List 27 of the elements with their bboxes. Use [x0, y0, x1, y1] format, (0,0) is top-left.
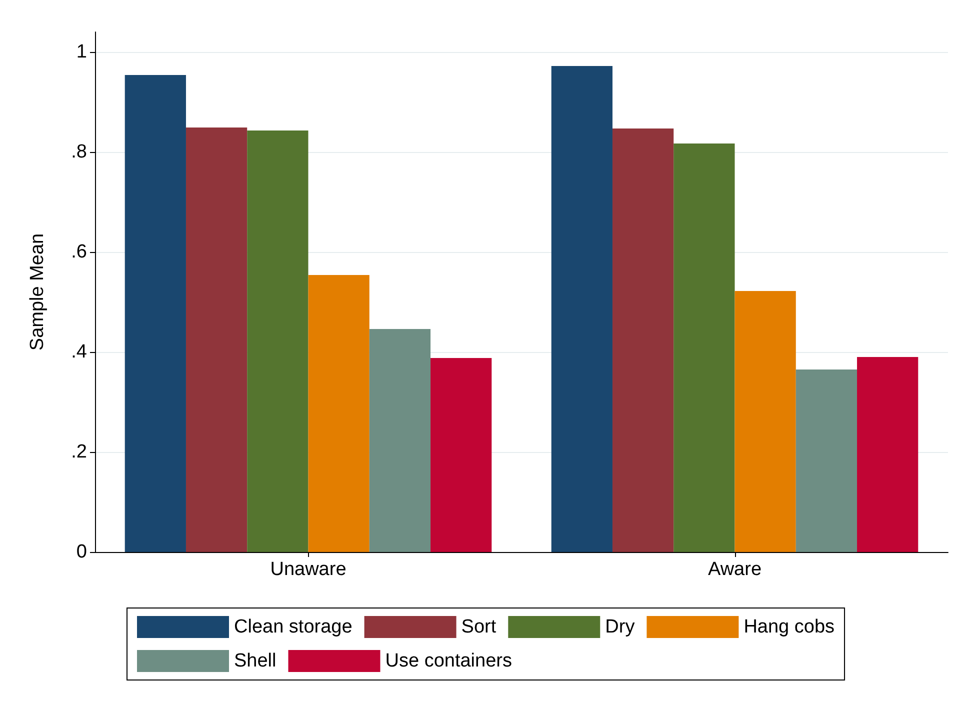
bar — [612, 128, 674, 552]
y-tick-label: .6 — [71, 242, 87, 262]
bar — [674, 144, 735, 552]
legend-label: Sort — [461, 616, 497, 638]
y-tick-label: 0 — [76, 542, 87, 562]
bar — [247, 130, 308, 552]
bar — [551, 66, 612, 552]
bar — [857, 357, 918, 552]
bar — [369, 329, 431, 552]
y-tick-label: .8 — [71, 142, 87, 162]
bar — [796, 370, 858, 552]
bar — [430, 358, 492, 552]
bar — [186, 128, 248, 552]
x-tick-label: Unaware — [270, 559, 346, 580]
y-axis-title: Sample Mean — [27, 233, 48, 351]
legend-label: Dry — [605, 616, 636, 638]
bar — [734, 291, 796, 552]
legend-label: Hang cobs — [744, 616, 835, 638]
legend-label: Shell — [234, 650, 276, 672]
y-tick-label: .4 — [71, 342, 88, 362]
legend-label: Use containers — [385, 650, 512, 672]
bar — [124, 75, 186, 552]
x-tick-label: Aware — [708, 559, 762, 580]
legend-label: Clean storage — [234, 616, 352, 638]
y-tick-label: 1 — [76, 42, 87, 62]
y-tick-label: .2 — [71, 442, 87, 462]
bar — [308, 275, 370, 552]
